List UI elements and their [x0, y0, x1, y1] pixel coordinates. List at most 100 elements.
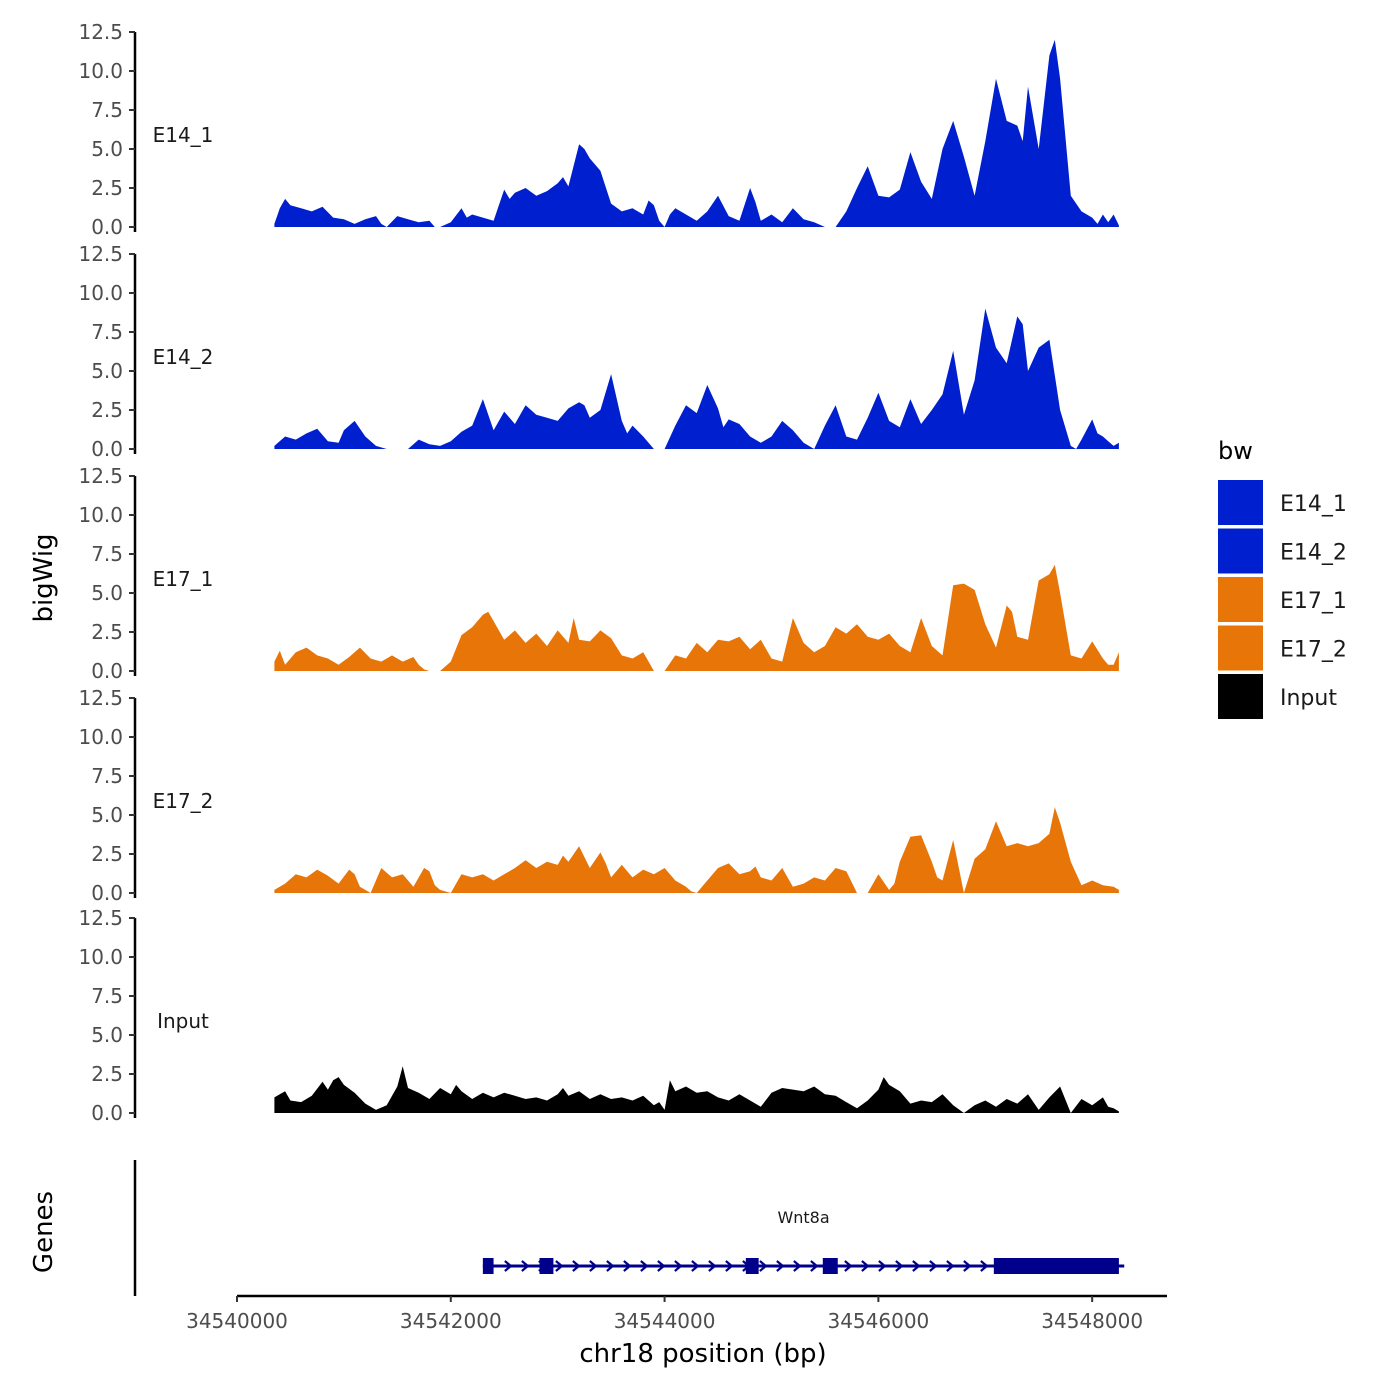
exon: [993, 1258, 1119, 1274]
legend-item-e17-1: E17_1: [1218, 577, 1347, 622]
track-e14-1: 0.0 2.5 5.0 7.5 10.0 12.5 E14_1: [78, 20, 1119, 239]
x-tick-label: 34544000: [614, 1309, 716, 1333]
y-tick-label: 7.5: [91, 764, 123, 788]
strand-arrow: [708, 1260, 717, 1272]
track-e17-2: 0.0 2.5 5.0 7.5 10.0 12.5 E17_2: [78, 686, 1119, 905]
y-tick-label: 0.0: [91, 659, 123, 683]
strand-arrow: [929, 1260, 938, 1272]
legend-title: bw: [1218, 437, 1253, 465]
area-e14-2: [274, 308, 1119, 449]
track-label: E14_1: [153, 123, 214, 147]
legend-label: E14_2: [1280, 541, 1347, 566]
y-tick-label: 12.5: [78, 20, 123, 44]
y-tick-label: 5.0: [91, 137, 123, 161]
legend-swatch: [1218, 674, 1263, 719]
strand-arrow: [725, 1260, 734, 1272]
track-label: Input: [157, 1009, 209, 1033]
gene-track: Wnt8a: [133, 1160, 1125, 1296]
legend-label: E17_2: [1280, 638, 1347, 663]
strand-arrow: [623, 1260, 632, 1272]
strand-arrow: [980, 1260, 989, 1272]
track-e14-2: 0.0 2.5 5.0 7.5 10.0 12.5 E14_2: [78, 242, 1119, 461]
x-tick-label: 34542000: [400, 1309, 502, 1333]
genes-axis-title: Genes: [29, 1191, 59, 1273]
strand-arrow: [759, 1260, 768, 1272]
track-input: 0.0 2.5 5.0 7.5 10.0 12.5 Input: [78, 906, 1119, 1125]
x-tick-label: 34540000: [186, 1309, 288, 1333]
strand-arrow: [589, 1260, 598, 1272]
legend-label: E14_1: [1280, 492, 1347, 517]
strand-arrow: [963, 1260, 972, 1272]
strand-arrow: [674, 1260, 683, 1272]
area-e17-2: [274, 807, 1119, 893]
legend-label: E17_1: [1280, 589, 1347, 614]
y-tick-label: 5.0: [91, 581, 123, 605]
exon: [822, 1258, 838, 1274]
strand-arrow: [572, 1260, 581, 1272]
strand-arrow: [810, 1260, 819, 1272]
x-axis-title: chr18 position (bp): [579, 1339, 826, 1369]
y-tick-label: 10.0: [78, 59, 123, 83]
y-tick-label: 5.0: [91, 803, 123, 827]
y-tick-label: 7.5: [91, 542, 123, 566]
exon: [539, 1258, 554, 1274]
strand-arrow: [776, 1260, 785, 1272]
legend-item-e14-1: E14_1: [1218, 480, 1347, 525]
track-label: E17_2: [153, 789, 214, 813]
exon: [745, 1258, 759, 1274]
strand-arrow: [555, 1260, 564, 1272]
y-tick-label: 2.5: [91, 398, 123, 422]
x-tick-label: 34546000: [827, 1309, 929, 1333]
y-tick-label: 12.5: [78, 906, 123, 930]
y-tick-label: 0.0: [91, 215, 123, 239]
strand-arrow: [504, 1260, 513, 1272]
strand-arrow: [640, 1260, 649, 1272]
strand-arrow: [861, 1260, 870, 1272]
strand-arrow: [521, 1260, 530, 1272]
y-tick-label: 5.0: [91, 359, 123, 383]
x-tick-label: 34548000: [1041, 1309, 1143, 1333]
y-tick-label: 10.0: [78, 281, 123, 305]
y-tick-label: 0.0: [91, 881, 123, 905]
legend-item-input: Input: [1218, 674, 1337, 719]
strand-arrow: [691, 1260, 700, 1272]
y-tick-label: 2.5: [91, 1062, 123, 1086]
legend-label: Input: [1280, 686, 1337, 711]
y-tick-label: 7.5: [91, 320, 123, 344]
strand-arrow: [946, 1260, 955, 1272]
y-axis-title: bigWig: [29, 533, 59, 622]
y-tick-label: 0.0: [91, 1101, 123, 1125]
x-axis: 34540000 34542000 34544000 34546000 34548000: [186, 1294, 1167, 1333]
y-tick-label: 10.0: [78, 945, 123, 969]
exon: [482, 1258, 494, 1274]
legend-swatch: [1218, 625, 1263, 671]
y-tick-label: 2.5: [91, 176, 123, 200]
y-tick-label: 12.5: [78, 686, 123, 710]
strand-arrow: [606, 1260, 615, 1272]
y-tick-label: 0.0: [91, 437, 123, 461]
strand-arrow: [844, 1260, 853, 1272]
gene-wnt8a: Wnt8a: [482, 1208, 1125, 1274]
track-label: E14_2: [153, 345, 214, 369]
area-input: [274, 1066, 1119, 1113]
area-e17-1: [274, 564, 1119, 671]
y-tick-label: 7.5: [91, 984, 123, 1008]
y-tick-label: 2.5: [91, 842, 123, 866]
signal-tracks: 0.0 2.5 5.0 7.5 10.0 12.5 E14_1 0.0 2.5 5.0 7.5 10.…: [78, 20, 1119, 1125]
y-tick-label: 10.0: [78, 725, 123, 749]
y-tick-label: 12.5: [78, 242, 123, 266]
legend-item-e17-2: E17_2: [1218, 625, 1347, 671]
strand-arrow: [895, 1260, 904, 1272]
strand-arrow: [657, 1260, 666, 1272]
legend-swatch: [1218, 480, 1263, 525]
y-tick-label: 5.0: [91, 1023, 123, 1047]
strand-arrow: [878, 1260, 887, 1272]
strand-arrow: [912, 1260, 921, 1272]
track-label: E17_1: [153, 567, 214, 591]
y-tick-label: 2.5: [91, 620, 123, 644]
y-tick-label: 12.5: [78, 464, 123, 488]
y-tick-label: 7.5: [91, 98, 123, 122]
track-e17-1: 0.0 2.5 5.0 7.5 10.0 12.5 E17_1: [78, 464, 1119, 683]
strand-arrow: [793, 1260, 802, 1272]
